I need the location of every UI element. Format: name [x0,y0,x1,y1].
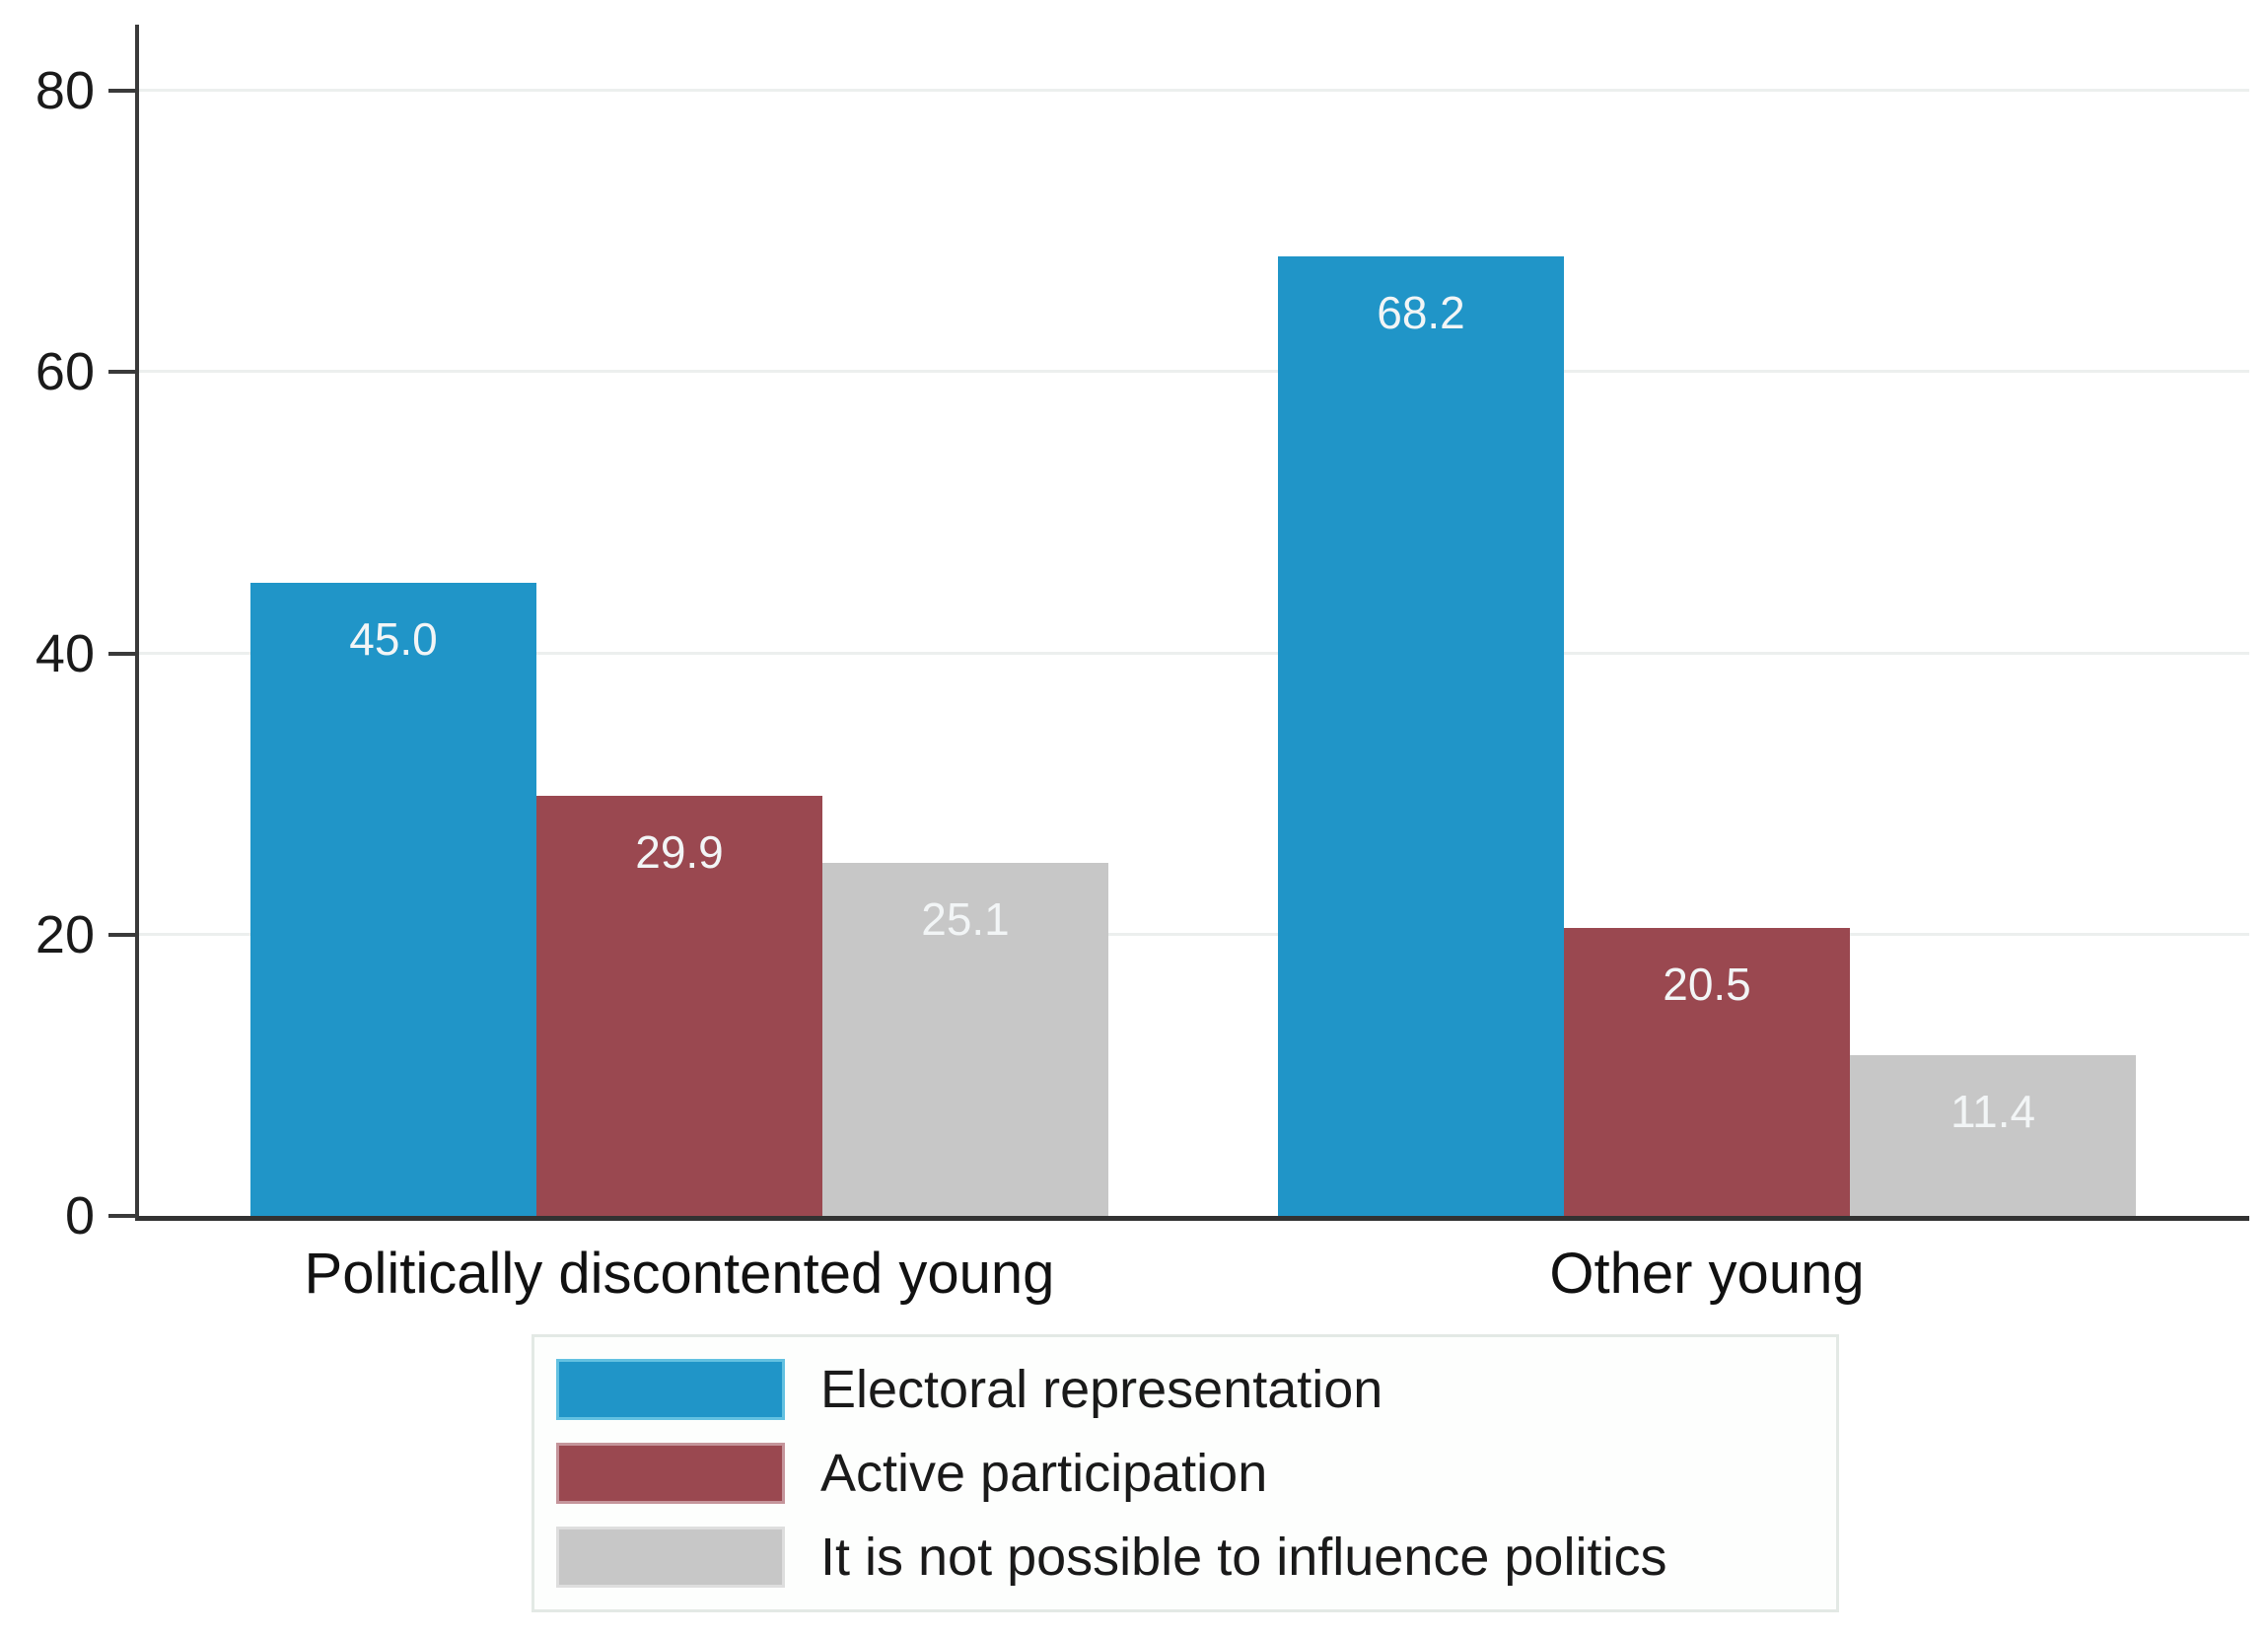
plot-area: 45.0 68.2 29.9 20.5 25.1 11.4 0 20 40 60 80 [35,25,2249,1245]
y-tick [108,651,135,656]
y-tick [108,1214,135,1218]
gridline [139,370,2249,374]
bar-value-label: 45.0 [349,613,438,665]
legend-label: Electoral representation [820,1360,1383,1419]
x-category-label: Other young [1549,1242,1865,1306]
y-tick [108,89,135,94]
y-tick-label: 40 [35,623,95,683]
legend-row: Active participation [556,1443,1836,1504]
bar: 29.9 [536,796,822,1216]
bar-value-label: 25.1 [921,893,1010,945]
bar-value-label: 11.4 [1949,1086,2036,1137]
legend-swatch [556,1443,785,1504]
bar-value-label: 20.5 [1663,959,1751,1010]
legend-swatch [556,1527,785,1588]
bar-value-label: 29.9 [635,826,724,878]
y-tick-label: 60 [35,342,95,402]
legend-label: It is not possible to influence politics [820,1528,1667,1587]
x-category-label: Politically discontented young [304,1242,1055,1306]
y-tick [108,932,135,937]
bar: 25.1 [822,863,1108,1216]
gridline [139,651,2249,655]
legend-label: Active participation [820,1444,1268,1503]
bar: 11.4 [1850,1055,2136,1216]
gridline [139,89,2249,93]
legend-row: It is not possible to influence politics [556,1527,1836,1588]
bar-value-label: 68.2 [1377,287,1465,338]
legend-row: Electoral representation [556,1359,1836,1420]
bar: 45.0 [250,583,536,1216]
gridline [139,932,2249,936]
y-tick-label: 80 [35,61,95,121]
y-tick-label: 20 [35,904,95,964]
bar: 68.2 [1278,256,1564,1216]
bar: 20.5 [1564,928,1850,1216]
legend: Electoral representation Active participa… [532,1334,1839,1612]
y-tick-label: 0 [64,1186,95,1245]
y-tick [108,370,135,375]
legend-swatch [556,1359,785,1420]
